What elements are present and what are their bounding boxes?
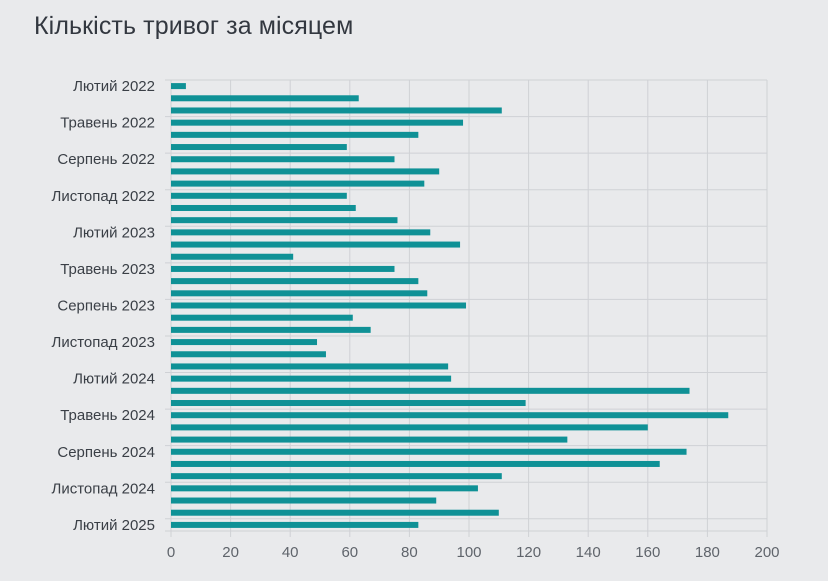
bar-23 (171, 351, 326, 358)
y-category-label: Лютий 2023 (73, 224, 155, 241)
bar-1 (171, 83, 186, 90)
y-category-label: Лютий 2022 (73, 78, 155, 95)
bar-3 (171, 107, 502, 114)
bar-12 (171, 217, 398, 224)
bar-36 (171, 509, 499, 516)
y-category-label: Травень 2022 (60, 115, 155, 132)
bar-11 (171, 204, 356, 211)
bar-10 (171, 192, 347, 199)
bar-24 (171, 363, 449, 370)
bar-21 (171, 326, 371, 333)
bar-20 (171, 314, 353, 321)
y-category-label: Листопад 2022 (51, 188, 155, 205)
x-tick-label: 20 (222, 544, 239, 561)
x-tick-label: 180 (695, 544, 720, 561)
bar-27 (171, 400, 526, 407)
x-tick-label: 160 (635, 544, 660, 561)
bar-8 (171, 168, 440, 175)
y-category-label: Серпень 2022 (57, 151, 155, 168)
bar-26 (171, 387, 690, 394)
bar-34 (171, 485, 478, 492)
x-tick-label: 100 (456, 544, 481, 561)
bar-22 (171, 339, 318, 346)
x-tick-label: 200 (754, 544, 779, 561)
y-category-label: Лютий 2024 (73, 371, 155, 388)
bar-4 (171, 119, 464, 126)
x-tick-label: 40 (282, 544, 299, 561)
y-axis-labels: Лютий 2022 Травень 2022 Серпень 2022 Листоп… (51, 78, 155, 534)
bar-33 (171, 473, 502, 480)
x-tick-label: 60 (341, 544, 358, 561)
x-axis-labels: 0 20 40 60 80 100 120 140 160 180 200 (167, 544, 780, 561)
y-category-label: Травень 2023 (60, 261, 155, 278)
bar-5 (171, 131, 419, 138)
bar-30 (171, 436, 568, 443)
bar-32 (171, 460, 660, 467)
bar-31 (171, 448, 687, 455)
bar-14 (171, 241, 461, 248)
x-tick-label: 80 (401, 544, 418, 561)
bar-7 (171, 156, 395, 163)
chart-title: Кількість тривог за місяцем (34, 12, 354, 40)
bar-25 (171, 375, 452, 382)
grid-lines (165, 79, 768, 537)
y-category-label: Травень 2024 (60, 407, 155, 424)
bar-2 (171, 95, 359, 102)
bar-9 (171, 180, 425, 187)
bar-29 (171, 424, 648, 431)
bar-15 (171, 253, 294, 260)
bar-37 (171, 521, 419, 528)
y-category-label: Лютий 2025 (73, 517, 155, 534)
bars (171, 83, 729, 528)
y-category-label: Серпень 2023 (57, 298, 155, 315)
bar-35 (171, 497, 437, 504)
x-tick-label: 0 (167, 544, 175, 561)
bar-18 (171, 290, 428, 297)
y-category-label: Листопад 2023 (51, 334, 155, 351)
bar-28 (171, 412, 729, 419)
y-category-label: Серпень 2024 (57, 444, 155, 461)
x-tick-label: 140 (576, 544, 601, 561)
bar-16 (171, 265, 395, 272)
bar-19 (171, 302, 467, 309)
y-category-label: Листопад 2024 (51, 480, 155, 497)
x-tick-label: 120 (516, 544, 541, 561)
bar-6 (171, 144, 347, 151)
bar-17 (171, 278, 419, 285)
bar-13 (171, 229, 431, 236)
